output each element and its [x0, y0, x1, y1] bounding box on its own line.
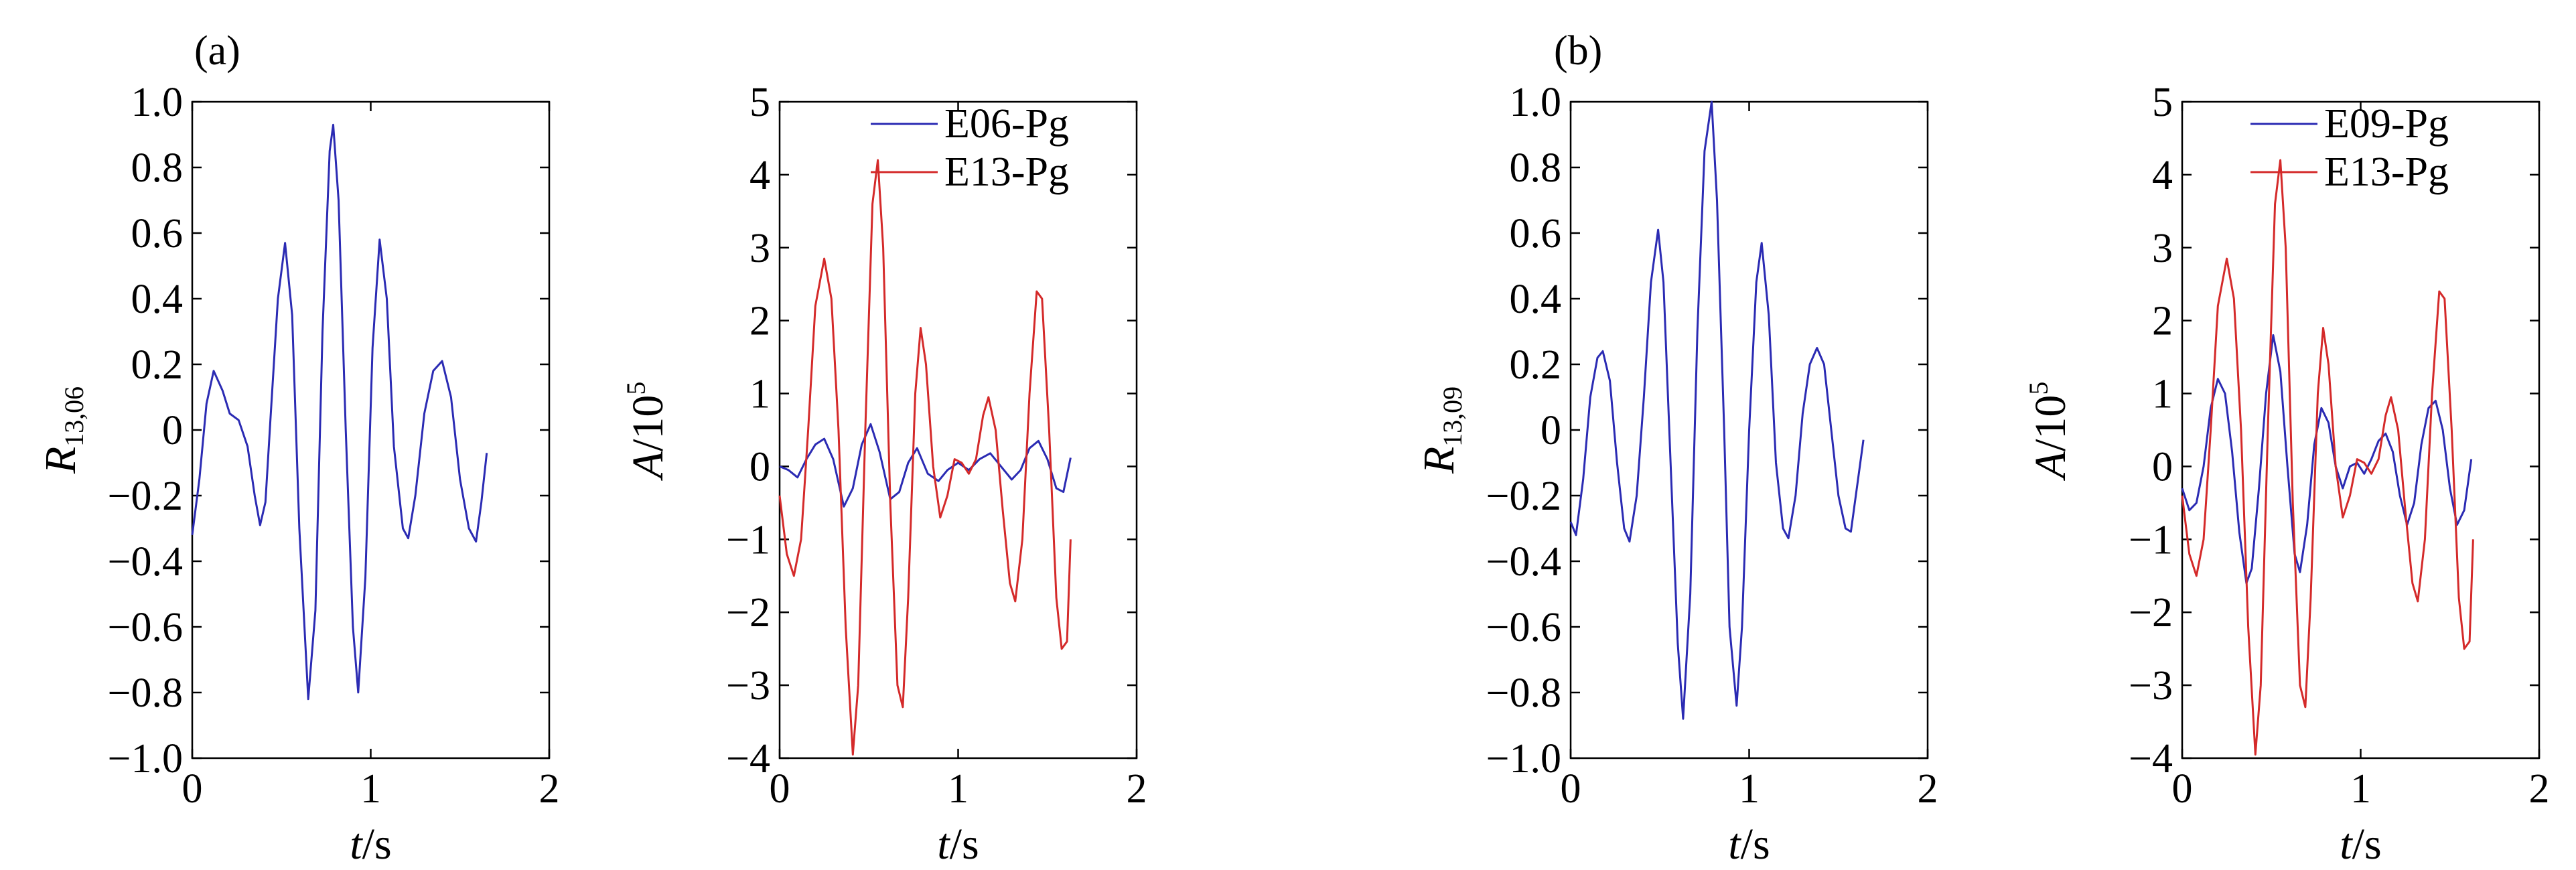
series-line-R13,06	[191, 123, 488, 701]
y-tick-label: −1	[726, 517, 770, 563]
panel-label-a: (a)	[194, 28, 240, 74]
y-tick-label: −1.0	[108, 736, 183, 782]
y-tick-label: 0.4	[131, 277, 184, 322]
x-tick-label: 0	[2172, 766, 2193, 812]
y-tick-label: −0.4	[108, 539, 183, 585]
legend-entry: E06-Pg	[944, 101, 1069, 147]
y-tick-label: −1	[2129, 517, 2173, 563]
x-axis-label: t/s	[937, 820, 979, 869]
y-axis-label: A/105	[621, 382, 672, 482]
y-tick-label: 0	[2152, 444, 2173, 490]
y-tick-label: 0.8	[1510, 145, 1562, 191]
y-tick-label: 3	[2152, 226, 2173, 271]
y-tick-label: 0.2	[1510, 342, 1562, 388]
y-tick-label: 0.2	[131, 342, 184, 388]
y-tick-label: −0.8	[1486, 670, 1561, 716]
x-tick-label: 0	[1561, 766, 1581, 812]
legend-entry: E09-Pg	[2324, 101, 2449, 147]
charts-container: −1.0 −0.8 −0.6 −0.4 −0.2 0 0.2 0.4 0.6 0.8 1.0 0 1 2 t…	[36, 80, 2550, 869]
y-tick-label: 1.0	[1510, 80, 1562, 125]
x-tick-label: 1	[360, 766, 381, 812]
x-tick-label: 2	[539, 766, 560, 812]
legend-entry: E13-Pg	[944, 149, 1069, 195]
x-tick-label: 0	[770, 766, 790, 812]
y-tick-label: 0.6	[1510, 211, 1562, 257]
y-tick-label: −2	[2129, 590, 2173, 636]
x-tick-label: 0	[182, 766, 203, 812]
y-tick-label: 5	[2152, 80, 2173, 125]
x-tick-label: 1	[1739, 766, 1760, 812]
x-tick-label: 2	[1127, 766, 1147, 812]
y-axis-label: A/105	[2023, 382, 2075, 482]
y-tick-label: 4	[2152, 153, 2173, 198]
y-tick-label: −2	[726, 590, 770, 636]
y-axis-label: R13,09	[1415, 386, 1468, 474]
x-tick-label: 1	[2350, 766, 2371, 812]
y-tick-label: 0.4	[1510, 277, 1562, 322]
x-tick-label: 2	[2529, 766, 2550, 812]
chart-3: −1.0 −0.8 −0.6 −0.4 −0.2 0 0.2 0.4 0.6 0.8 1.0 0 1 2 t…	[1415, 80, 1938, 869]
y-tick-label: 1.0	[131, 80, 184, 125]
y-tick-label: 3	[749, 226, 770, 271]
series-line-E13-Pg	[2181, 159, 2474, 756]
y-tick-label: −3	[2129, 663, 2173, 709]
x-tick-label: 1	[948, 766, 969, 812]
y-tick-label: −4	[726, 736, 770, 782]
y-tick-label: 1	[749, 372, 770, 417]
y-tick-label: 5	[749, 80, 770, 125]
y-tick-label: 4	[749, 153, 770, 198]
chart-1: −1.0 −0.8 −0.6 −0.4 −0.2 0 0.2 0.4 0.6 0.8 1.0 0 1 2 t…	[36, 80, 560, 869]
y-tick-label: 0	[749, 444, 770, 490]
y-tick-label: 0.6	[131, 211, 184, 257]
series-line-E13-Pg	[778, 159, 1072, 756]
legend-entry: E13-Pg	[2324, 149, 2449, 195]
panel-label-b: (b)	[1554, 28, 1602, 74]
y-tick-label: −0.2	[108, 474, 183, 519]
y-tick-label: 0.8	[131, 145, 184, 191]
y-tick-label: 2	[749, 299, 770, 344]
x-axis-label: t/s	[2340, 820, 2381, 869]
y-tick-label: −0.8	[108, 670, 183, 716]
y-tick-label: 1	[2152, 372, 2173, 417]
y-tick-label: 0	[1541, 408, 1561, 453]
x-axis-label: t/s	[1728, 820, 1770, 869]
y-tick-label: 0	[162, 408, 183, 453]
y-tick-label: −4	[2129, 736, 2173, 782]
series-line-E09-Pg	[2181, 334, 2473, 585]
y-tick-label: −0.6	[108, 605, 183, 650]
y-tick-label: −0.2	[1486, 474, 1561, 519]
x-tick-label: 2	[1918, 766, 1938, 812]
y-tick-label: −3	[726, 663, 770, 709]
y-tick-label: 2	[2152, 299, 2173, 344]
x-axis-label: t/s	[350, 820, 391, 869]
y-tick-label: −0.4	[1486, 539, 1561, 585]
y-tick-label: −0.6	[1486, 605, 1561, 650]
y-tick-label: −1.0	[1486, 736, 1561, 782]
series-line-E06-Pg	[779, 423, 1072, 508]
series-line-R13,09	[1569, 100, 1865, 720]
y-axis-label: R13,06	[36, 386, 89, 474]
